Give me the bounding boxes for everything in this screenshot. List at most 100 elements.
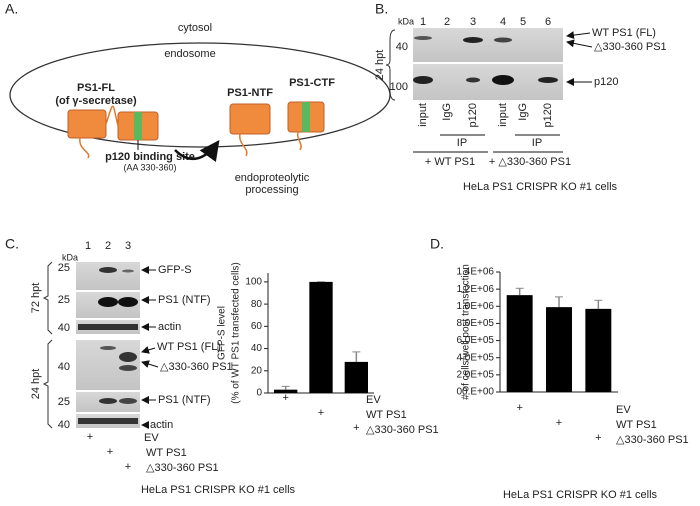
group: + WT PS1: [425, 156, 475, 168]
lane-number: 3: [470, 16, 476, 28]
lane-number: 2: [105, 240, 111, 252]
band-label: △330-360 PS1: [594, 41, 667, 53]
lane-number: 5: [520, 16, 526, 28]
panel-c: C. 1 2 3 kDa 25 25 40 40 25 40 72 hpt 24…: [5, 236, 296, 496]
caption: HeLa PS1 CRISPR KO #1 cells: [463, 181, 618, 193]
cytosol: cytosol: [178, 22, 212, 34]
y-tick-label: 100: [245, 277, 262, 288]
bracket: [385, 29, 396, 101]
condition: EV: [144, 432, 159, 444]
y-tick-label: 60: [251, 321, 263, 332]
group: + △330-360 PS1: [489, 156, 571, 168]
band-label: PS1 (NTF): [158, 294, 211, 306]
plus: +: [87, 431, 93, 443]
y-tick-label: 0: [256, 388, 262, 399]
binding-site-label: p120 binding site: [105, 151, 195, 163]
bracket: [42, 339, 53, 429]
y-tick-label: 00.E+00: [456, 387, 494, 398]
y-tick-label: 6.0E+05: [456, 335, 494, 346]
panel-a: A. cytosol endosome PS1-FL (of γ-secreta…: [5, 1, 391, 196]
band: [99, 398, 117, 404]
lane-number: 1: [85, 240, 91, 252]
category: WT PS1: [616, 419, 657, 431]
band: [492, 75, 514, 85]
lane-label: p120: [542, 103, 554, 127]
category: EV: [366, 394, 381, 406]
plus: +: [353, 422, 359, 434]
band-label: GFP-S: [158, 264, 192, 276]
lane-label: input: [497, 103, 509, 127]
process-1: endoproteolytic: [235, 172, 310, 184]
band-label: WT PS1 (FL): [157, 341, 221, 353]
band-label: actin: [158, 321, 181, 333]
band: [119, 398, 137, 404]
lane-label: p120: [467, 103, 479, 127]
band: [413, 76, 433, 84]
kda: kDa: [62, 252, 78, 262]
ctf-tail: [296, 131, 302, 151]
marker: 25: [58, 262, 70, 274]
condition: WT PS1: [146, 447, 187, 459]
process-arrow: [174, 139, 220, 163]
lane-label: input: [417, 103, 429, 127]
marker: 100: [390, 81, 408, 93]
band: [414, 36, 432, 40]
bar: [274, 389, 298, 393]
caption: HeLa PS1 CRISPR KO #1 cells: [141, 484, 296, 496]
plus: +: [125, 461, 131, 473]
blot: [413, 64, 563, 100]
y-tick-label: 40: [251, 343, 263, 354]
band: [78, 324, 138, 330]
band-label: PS1 (NTF): [158, 394, 211, 406]
band-label: p120: [594, 76, 618, 88]
category: WT PS1: [366, 409, 407, 421]
y-tick-label: 80: [251, 299, 263, 310]
band: [122, 269, 134, 273]
arrow: [141, 360, 159, 368]
kda: kDa: [398, 16, 414, 26]
bar: [546, 307, 572, 392]
panel-label: D.: [430, 236, 444, 252]
y-tick-label: 8.0E+05: [456, 318, 494, 329]
blot: [76, 262, 140, 290]
ps1-ntf: PS1-NTF: [227, 87, 273, 99]
plus: +: [318, 407, 324, 419]
panel-label: A.: [5, 1, 18, 17]
lane-number: 1: [420, 16, 426, 28]
binding-aa: (AA 330-360): [123, 162, 176, 172]
linker: [105, 105, 119, 127]
ntf-box: [229, 103, 271, 135]
time: 24 hpt: [374, 50, 386, 81]
marker: 40: [396, 41, 408, 53]
condition: △330-360 PS1: [146, 462, 219, 474]
band-label: WT PS1 (FL): [592, 27, 656, 39]
ip: IP: [532, 137, 542, 149]
marker: 25: [58, 294, 70, 306]
marker: 40: [58, 419, 70, 431]
plus: +: [107, 446, 113, 458]
bar: [585, 308, 612, 392]
ctf-stripe: [302, 102, 310, 132]
bar: [506, 295, 533, 392]
band: [494, 37, 512, 43]
band: [463, 37, 483, 43]
lane-number: 3: [125, 240, 131, 252]
arrow: [566, 31, 591, 40]
caption: HeLa PS1 CRISPR KO #1 cells: [503, 489, 658, 501]
plus: +: [282, 392, 288, 404]
panel-label: B.: [375, 1, 388, 17]
band: [466, 77, 480, 83]
band: [119, 365, 137, 371]
lane-label: IgG: [517, 103, 529, 121]
bar: [309, 281, 333, 393]
binding-site: [134, 112, 142, 140]
category: EV: [616, 404, 631, 416]
y-axis-label: (% of WT PS1 transfected cells): [231, 262, 242, 404]
band: [100, 346, 116, 350]
process-2: processing: [245, 184, 298, 196]
lane-label: IgG: [441, 103, 453, 121]
band: [118, 297, 138, 307]
lane-number: 6: [545, 16, 551, 28]
band: [78, 418, 138, 424]
panel-b: B. kDa 1 2 3 4 5 6 40 100 24 hpt WT PS1 …: [374, 1, 667, 193]
